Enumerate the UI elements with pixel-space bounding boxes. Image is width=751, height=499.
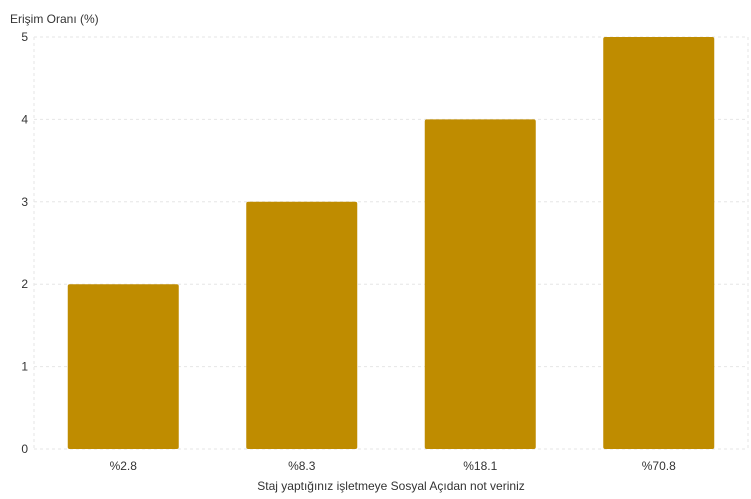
y-tick-label: 5 (21, 30, 28, 44)
y-tick-label: 3 (21, 195, 28, 209)
x-tick-label: %8.3 (288, 459, 316, 473)
x-axis-ticks: %2.8 %8.3 %18.1 %70.8 (110, 459, 677, 473)
x-tick-label: %70.8 (642, 459, 676, 473)
x-tick-label: %2.8 (110, 459, 138, 473)
bar-1[interactable] (246, 201, 358, 449)
y-tick-label: 1 (21, 360, 28, 374)
y-tick-label: 4 (21, 112, 28, 126)
x-tick-label: %18.1 (463, 459, 497, 473)
y-tick-label: 0 (21, 442, 28, 456)
bars (67, 37, 715, 450)
y-axis-ticks: 0 1 2 3 4 5 (21, 30, 28, 456)
y-tick-label: 2 (21, 277, 28, 291)
x-axis-title: Staj yaptığınız işletmeye Sosyal Açıdan … (257, 479, 524, 493)
y-axis-title: Erişim Oranı (%) (10, 12, 99, 26)
bar-3[interactable] (603, 37, 715, 449)
bar-2[interactable] (424, 119, 536, 450)
bar-0[interactable] (67, 284, 179, 449)
